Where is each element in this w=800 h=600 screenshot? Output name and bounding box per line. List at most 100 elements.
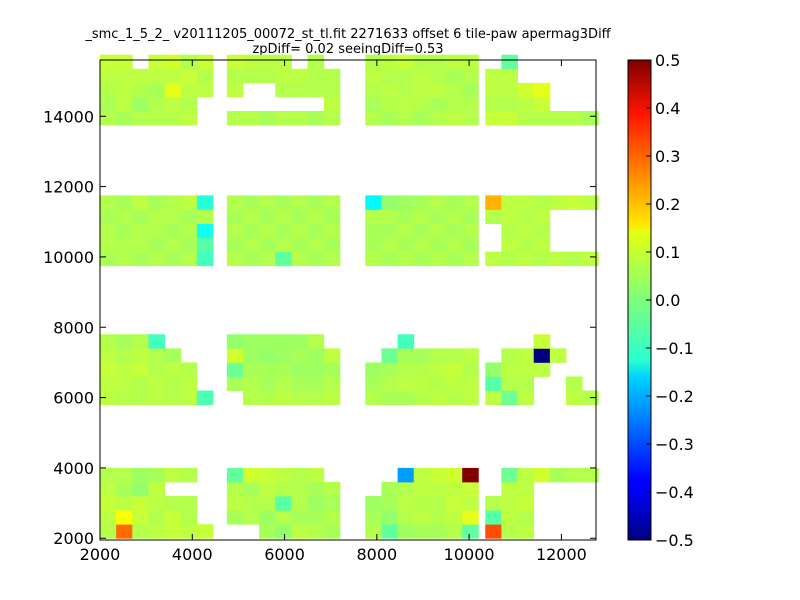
heatmap-cell bbox=[517, 467, 535, 483]
heatmap-cell bbox=[381, 524, 398, 539]
heatmap-cell bbox=[307, 348, 325, 363]
heatmap-cell bbox=[307, 496, 325, 511]
heatmap-cell bbox=[226, 467, 244, 483]
heatmap-cell bbox=[485, 68, 502, 84]
heatmap-cell bbox=[517, 223, 535, 238]
heatmap-cell bbox=[429, 96, 447, 112]
heatmap-cell bbox=[462, 496, 479, 511]
heatmap-cell bbox=[413, 237, 431, 253]
heatmap-cell bbox=[259, 251, 276, 267]
plot-frame bbox=[99, 59, 597, 541]
heatmap-cell bbox=[549, 195, 567, 210]
heatmap-cell bbox=[226, 251, 244, 267]
heatmap-cell bbox=[462, 524, 479, 539]
heatmap-cell bbox=[291, 68, 309, 84]
chart-title-line-2: zpDiff= 0.02 seeingDiff=0.53 bbox=[252, 42, 443, 57]
heatmap-cell bbox=[485, 82, 502, 98]
colorbar-axis: 0.5 0.4 0.3 0.2 0.1 0.0 −0.1 −0.2 −0.3 −0.4 −0.5 bbox=[646, 51, 694, 550]
heatmap-plot-area bbox=[100, 54, 599, 539]
heatmap-cell bbox=[148, 96, 165, 112]
heatmap-cell bbox=[307, 510, 325, 525]
heatmap-cell bbox=[100, 348, 117, 363]
heatmap-cell bbox=[501, 237, 518, 253]
heatmap-cell bbox=[132, 496, 149, 511]
colorbar-tick-label: −0.1 bbox=[655, 339, 694, 358]
heatmap-cell bbox=[116, 376, 133, 391]
heatmap-cell bbox=[100, 524, 117, 539]
heatmap-cell bbox=[180, 195, 198, 210]
heatmap-cell bbox=[517, 362, 535, 377]
heatmap-cell bbox=[164, 82, 182, 98]
heatmap-cell bbox=[517, 496, 535, 511]
heatmap-cell bbox=[323, 251, 341, 267]
heatmap-cell bbox=[132, 467, 149, 483]
heatmap-cell bbox=[132, 96, 149, 112]
y-tick-label: 4000 bbox=[53, 459, 94, 478]
heatmap-cell bbox=[533, 110, 551, 126]
heatmap-cell bbox=[226, 68, 244, 84]
heatmap-cell bbox=[446, 524, 463, 539]
heatmap-cell bbox=[462, 68, 479, 84]
heatmap-cell bbox=[243, 68, 260, 84]
heatmap-cell bbox=[381, 82, 398, 98]
heatmap-cell bbox=[243, 467, 260, 483]
heatmap-cell bbox=[100, 110, 117, 126]
heatmap-cell bbox=[116, 496, 133, 511]
heatmap-cell bbox=[381, 390, 398, 406]
heatmap-cell bbox=[100, 251, 117, 267]
heatmap-cell bbox=[275, 223, 292, 238]
x-tick-label: 6000 bbox=[264, 545, 305, 564]
heatmap-cell bbox=[517, 82, 535, 98]
heatmap-cell bbox=[413, 348, 431, 363]
heatmap-cell bbox=[429, 481, 447, 497]
heatmap-cell bbox=[533, 195, 551, 210]
heatmap-cell bbox=[180, 223, 198, 238]
heatmap-cell bbox=[180, 362, 198, 377]
heatmap-cell bbox=[501, 376, 518, 391]
heatmap-cell bbox=[381, 496, 398, 511]
heatmap-cell bbox=[116, 82, 133, 98]
heatmap-cell bbox=[180, 524, 198, 539]
heatmap-cell bbox=[132, 110, 149, 126]
heatmap-cell bbox=[413, 110, 431, 126]
heatmap-cell bbox=[462, 96, 479, 112]
heatmap-cell bbox=[413, 376, 431, 391]
heatmap-cell bbox=[100, 96, 117, 112]
heatmap-cell bbox=[462, 223, 479, 238]
heatmap-cell bbox=[243, 390, 260, 406]
heatmap-cell bbox=[397, 209, 415, 224]
heatmap-cell bbox=[196, 390, 214, 406]
heatmap-cell bbox=[275, 195, 292, 210]
heatmap-cell bbox=[429, 390, 447, 406]
heatmap-cell bbox=[517, 209, 535, 224]
heatmap-cell bbox=[148, 390, 165, 406]
heatmap-cell bbox=[533, 348, 551, 363]
heatmap-cell bbox=[501, 251, 518, 267]
heatmap-cell bbox=[365, 96, 382, 112]
heatmap-cell bbox=[243, 348, 260, 363]
heatmap-cell bbox=[180, 68, 198, 84]
heatmap-cell bbox=[116, 237, 133, 253]
heatmap-cell bbox=[413, 223, 431, 238]
heatmap-cell bbox=[323, 223, 341, 238]
colorbar-tick-label: −0.5 bbox=[655, 531, 694, 550]
heatmap-cell bbox=[323, 195, 341, 210]
heatmap-cell bbox=[323, 390, 341, 406]
heatmap-cell bbox=[164, 251, 182, 267]
heatmap-cell bbox=[566, 376, 583, 391]
heatmap-cell bbox=[259, 54, 276, 70]
heatmap-cell bbox=[501, 68, 518, 84]
colorbar-tick-label: 0.4 bbox=[655, 99, 680, 118]
heatmap-cell bbox=[291, 223, 309, 238]
heatmap-cell bbox=[429, 209, 447, 224]
heatmap-cell bbox=[446, 510, 463, 525]
heatmap-cell bbox=[462, 390, 479, 406]
heatmap-cell bbox=[485, 390, 502, 406]
heatmap-cell bbox=[291, 348, 309, 363]
heatmap-cell bbox=[365, 376, 382, 391]
heatmap-cell bbox=[132, 376, 149, 391]
heatmap-cell bbox=[100, 376, 117, 391]
heatmap-cell bbox=[259, 348, 276, 363]
heatmap-cell bbox=[132, 209, 149, 224]
heatmap-cell bbox=[100, 237, 117, 253]
